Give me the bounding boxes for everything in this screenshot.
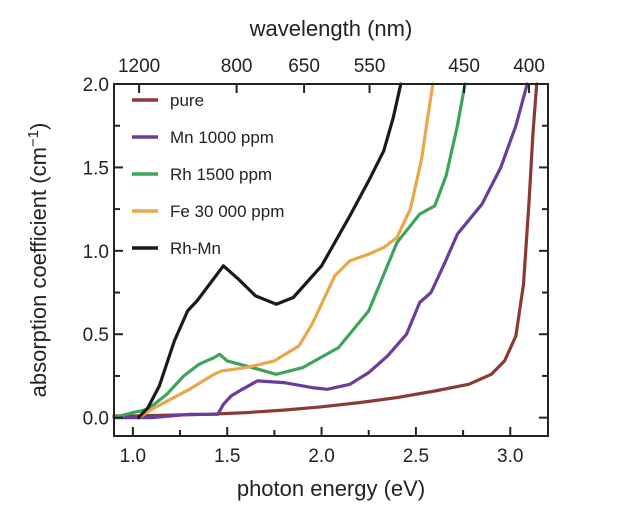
x-tick-label: 3.0 (497, 446, 523, 467)
top-axis-title: wavelength (nm) (249, 16, 413, 41)
top-tick-label: 800 (221, 56, 253, 77)
y-tick-label: 0.5 (83, 325, 109, 346)
top-tick-label: 450 (448, 56, 480, 77)
series-line-rh-1500-ppm (112, 82, 467, 420)
y-axis-title-superscript: −1 (25, 130, 42, 147)
y-axis-title: absorption coefficient (cm−1) (25, 123, 52, 398)
legend-label: pure (170, 91, 204, 110)
legend-label: Rh-Mn (170, 239, 221, 258)
plot-frame (113, 83, 549, 437)
y-axis-title-main: absorption coefficient (cm (26, 147, 51, 397)
y-tick-label: 1.0 (83, 242, 109, 263)
x-tick-label: 1.5 (214, 446, 240, 467)
series-line-rh-mn (136, 82, 403, 420)
top-tick-label: 650 (288, 56, 320, 77)
x-tick-label: 2.5 (403, 446, 429, 467)
top-tick-label: 550 (354, 56, 386, 77)
series-layer (112, 82, 539, 420)
ticks-layer: 1.0 1.5 2.0 2.5 3.0 0.0 0.5 1.0 1.5 2.0 1200 800 650… (83, 56, 548, 467)
y-tick-label: 0.0 (83, 409, 109, 430)
legend-label: Rh 1500 ppm (170, 165, 272, 184)
x-tick-label: 1.0 (120, 446, 146, 467)
x-axis-title: photon energy (eV) (237, 476, 425, 501)
top-tick-label: 1200 (118, 56, 160, 77)
y-axis-title-close: ) (26, 123, 51, 130)
legend-label: Mn 1000 ppm (170, 128, 274, 147)
y-tick-label: 2.0 (83, 75, 109, 96)
series-line-mn-1000-ppm (112, 82, 529, 420)
y-tick-label: 1.5 (83, 158, 109, 179)
top-tick-label: 400 (513, 56, 545, 77)
series-line-fe-30-000-ppm (136, 82, 435, 420)
legend: pure Mn 1000 ppm Rh 1500 ppm Fe 30 000 ppm R… (132, 91, 284, 258)
x-tick-label: 2.0 (308, 446, 334, 467)
legend-label: Fe 30 000 ppm (170, 202, 284, 221)
